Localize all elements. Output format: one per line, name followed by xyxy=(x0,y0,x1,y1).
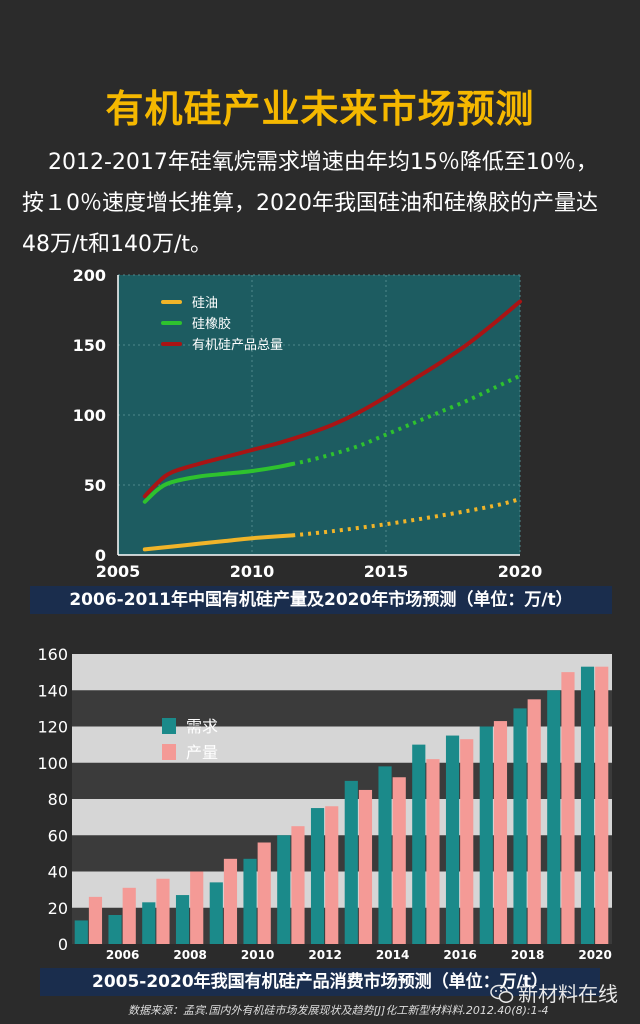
bar-production xyxy=(257,842,271,944)
bar-production xyxy=(426,759,440,944)
bar-production xyxy=(122,887,136,944)
y-tick-label: 40 xyxy=(48,863,68,882)
bar-production xyxy=(493,721,508,944)
bar-demand xyxy=(580,666,595,944)
legend-label: 产量 xyxy=(186,743,218,762)
bar-demand xyxy=(142,902,156,944)
y-tick-label: 50 xyxy=(84,476,106,495)
bar-production xyxy=(595,666,609,944)
y-tick-label: 150 xyxy=(73,336,106,355)
x-tick-label: 2018 xyxy=(511,948,544,960)
bar-demand xyxy=(74,920,88,944)
bar-demand xyxy=(277,835,291,944)
y-tick-label: 200 xyxy=(73,266,106,285)
x-tick-label: 2020 xyxy=(498,562,543,581)
wechat-icon xyxy=(490,984,514,1003)
series-line xyxy=(142,299,522,499)
x-tick-label: 2006 xyxy=(106,948,139,960)
y-tick-label: 0 xyxy=(95,546,106,565)
legend-label: 有机硅产品总量 xyxy=(192,338,283,353)
intro-line-1: 2012-2017年硅氧烷需求增速由年均15％降低至10％， xyxy=(48,150,598,175)
bar-demand xyxy=(209,882,223,944)
x-tick-label: 2016 xyxy=(443,948,476,960)
bar-demand xyxy=(547,690,561,944)
legend-swatch xyxy=(162,718,176,734)
page-title: 有机硅产业未来市场预测 xyxy=(105,87,535,131)
bar-production xyxy=(325,806,339,944)
y-tick-label: 120 xyxy=(37,718,68,737)
bar-demand xyxy=(445,735,460,944)
bar-demand xyxy=(344,780,358,944)
bar-production xyxy=(291,826,305,944)
legend-label: 硅油 xyxy=(192,296,218,311)
y-tick-label: 140 xyxy=(37,681,68,700)
y-tick-label: 20 xyxy=(48,899,68,918)
intro-text: 2012-2017年硅氧烷需求增速由年均15％降低至10％， 按１0％速度增长推… xyxy=(22,142,622,265)
intro-line-3: 48万/t和140万/t。 xyxy=(22,232,213,257)
bar-production xyxy=(88,896,103,944)
x-tick-label: 2015 xyxy=(364,562,409,581)
series-line-forecast xyxy=(291,497,521,538)
x-tick-label: 2012 xyxy=(308,948,341,960)
bar-production xyxy=(561,672,575,944)
bar-demand xyxy=(108,915,122,944)
series-line-forecast xyxy=(291,373,521,466)
y-tick-label: 100 xyxy=(73,406,106,425)
bar-production xyxy=(190,871,204,944)
brand-label: 新材料在线 xyxy=(518,982,618,1006)
bar-chart: 0 20 40 60 80 100 120 140 160 2006 2008 2010 2012 201… xyxy=(37,645,612,960)
bar-production xyxy=(392,777,406,944)
x-tick-label: 2008 xyxy=(173,948,206,960)
bar-demand xyxy=(479,726,493,944)
bar-production xyxy=(358,789,373,944)
legend-label: 需求 xyxy=(186,717,218,736)
intro-line-2: 按１0％速度增长推算，2020年我国硅油和硅橡胶的产量达 xyxy=(22,191,598,216)
bar-production xyxy=(527,699,541,944)
x-tick-label: 2020 xyxy=(578,948,611,960)
y-tick-label: 60 xyxy=(48,826,68,845)
bar-demand xyxy=(175,895,190,944)
brand-watermark: 新材料在线 xyxy=(490,978,618,1007)
series-line-solid xyxy=(142,462,295,504)
legend-label: 硅橡胶 xyxy=(192,316,231,332)
y-tick-label: 0 xyxy=(58,935,68,954)
y-tick-label: 160 xyxy=(37,645,68,664)
series-line-solid xyxy=(142,533,295,552)
bar-demand xyxy=(513,708,527,944)
bar-demand xyxy=(243,858,257,944)
x-tick-label: 2014 xyxy=(376,948,409,960)
bar-production xyxy=(223,858,238,944)
x-tick-label: 2010 xyxy=(241,948,274,960)
x-tick-label: 2005 xyxy=(96,562,141,581)
line-chart-title: 2006-2011年中国有机硅产量及2020年市场预测（单位：万/t） xyxy=(30,586,612,614)
bar-production xyxy=(156,878,170,944)
legend-swatch xyxy=(162,744,176,760)
x-tick-label: 2010 xyxy=(230,562,275,581)
bar-demand xyxy=(412,744,426,944)
y-tick-label: 80 xyxy=(48,790,68,809)
bar-demand xyxy=(378,766,392,944)
y-tick-label: 100 xyxy=(37,754,68,773)
bar-demand xyxy=(310,808,325,944)
bar-production xyxy=(460,739,474,944)
data-source: 数据来源：孟宾.国内外有机硅市场发展现状及趋势[J]化工新型材料料.2012.4… xyxy=(128,1004,549,1017)
